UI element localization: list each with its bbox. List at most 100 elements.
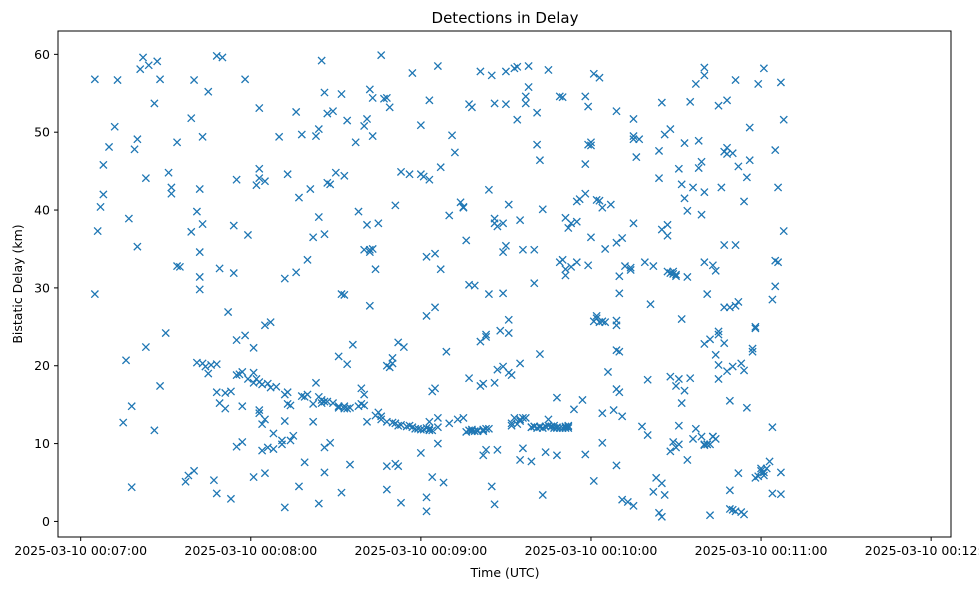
data-point xyxy=(725,486,734,495)
data-point xyxy=(155,381,165,391)
data-point xyxy=(507,421,516,430)
data-point xyxy=(518,245,527,254)
data-point xyxy=(598,203,607,212)
data-point xyxy=(759,64,768,73)
data-point xyxy=(705,335,715,344)
x-tick-label: 2025-03-10 00:12:00 xyxy=(865,543,979,558)
data-point xyxy=(765,457,774,466)
data-point xyxy=(187,114,196,123)
data-point xyxy=(374,408,383,417)
data-point xyxy=(173,138,182,147)
data-point xyxy=(595,73,604,82)
data-point xyxy=(396,498,406,507)
data-point xyxy=(394,421,403,430)
data-point xyxy=(606,200,615,209)
data-point xyxy=(232,442,241,451)
data-point xyxy=(697,432,706,441)
data-point xyxy=(584,102,593,111)
data-point xyxy=(360,401,369,410)
data-point xyxy=(357,384,366,393)
data-point xyxy=(314,499,323,508)
data-point xyxy=(382,485,391,494)
data-point xyxy=(632,153,641,162)
data-point xyxy=(161,328,170,338)
y-tick-label: 30 xyxy=(34,280,50,295)
data-point xyxy=(408,68,417,78)
data-point xyxy=(722,367,732,376)
data-point xyxy=(212,51,221,60)
data-point xyxy=(731,75,740,85)
data-point xyxy=(776,468,785,477)
data-point xyxy=(133,242,142,251)
data-point xyxy=(623,497,632,507)
data-point xyxy=(700,258,709,267)
data-point xyxy=(697,210,706,219)
data-point xyxy=(674,440,683,449)
data-point xyxy=(496,326,505,335)
data-point xyxy=(499,219,508,228)
data-point xyxy=(104,142,114,152)
data-point xyxy=(708,261,717,270)
data-point xyxy=(720,241,729,250)
data-point xyxy=(181,477,190,486)
data-point xyxy=(739,197,749,206)
data-point xyxy=(425,96,434,105)
data-point xyxy=(442,347,451,356)
data-point xyxy=(195,248,204,257)
data-point xyxy=(467,103,476,112)
data-point xyxy=(751,324,760,333)
data-point xyxy=(683,272,692,282)
data-point xyxy=(586,233,596,242)
data-point xyxy=(530,245,539,254)
data-point xyxy=(221,388,230,398)
data-point xyxy=(232,175,241,184)
data-point xyxy=(615,347,624,356)
data-point xyxy=(649,262,658,271)
data-point xyxy=(637,422,647,431)
data-point xyxy=(436,163,445,172)
data-point xyxy=(620,262,630,271)
data-point xyxy=(612,461,621,470)
data-point xyxy=(450,148,459,157)
data-point xyxy=(484,290,493,299)
data-point xyxy=(255,104,264,113)
data-point xyxy=(445,211,454,220)
data-point xyxy=(286,401,295,410)
data-point xyxy=(99,160,108,169)
data-point xyxy=(266,318,275,327)
data-point xyxy=(144,61,153,70)
data-point xyxy=(691,424,700,433)
data-point xyxy=(368,244,377,254)
data-point xyxy=(192,207,201,216)
data-point xyxy=(516,216,525,225)
data-point xyxy=(309,417,318,426)
data-point xyxy=(232,335,241,345)
data-point xyxy=(513,62,522,71)
data-point xyxy=(609,406,618,415)
data-point xyxy=(320,443,329,452)
data-point xyxy=(646,300,655,309)
data-point xyxy=(371,265,380,274)
data-point xyxy=(218,53,227,62)
data-point xyxy=(241,75,250,84)
data-point xyxy=(774,258,783,267)
data-point xyxy=(297,392,306,401)
data-point xyxy=(482,332,491,341)
y-tick-label: 40 xyxy=(34,203,50,218)
data-point xyxy=(476,67,485,76)
data-point xyxy=(326,180,335,189)
data-point xyxy=(323,397,332,406)
data-point xyxy=(476,337,485,346)
data-point xyxy=(717,183,726,192)
data-point xyxy=(328,107,338,116)
data-point xyxy=(90,75,99,84)
chart-title: Detections in Delay xyxy=(432,9,579,27)
data-point xyxy=(388,353,397,363)
data-point xyxy=(751,322,760,331)
data-point xyxy=(705,511,715,520)
data-point xyxy=(377,51,386,60)
data-point xyxy=(615,272,624,281)
data-point xyxy=(714,327,723,336)
data-point xyxy=(649,487,658,496)
data-point xyxy=(275,132,284,141)
